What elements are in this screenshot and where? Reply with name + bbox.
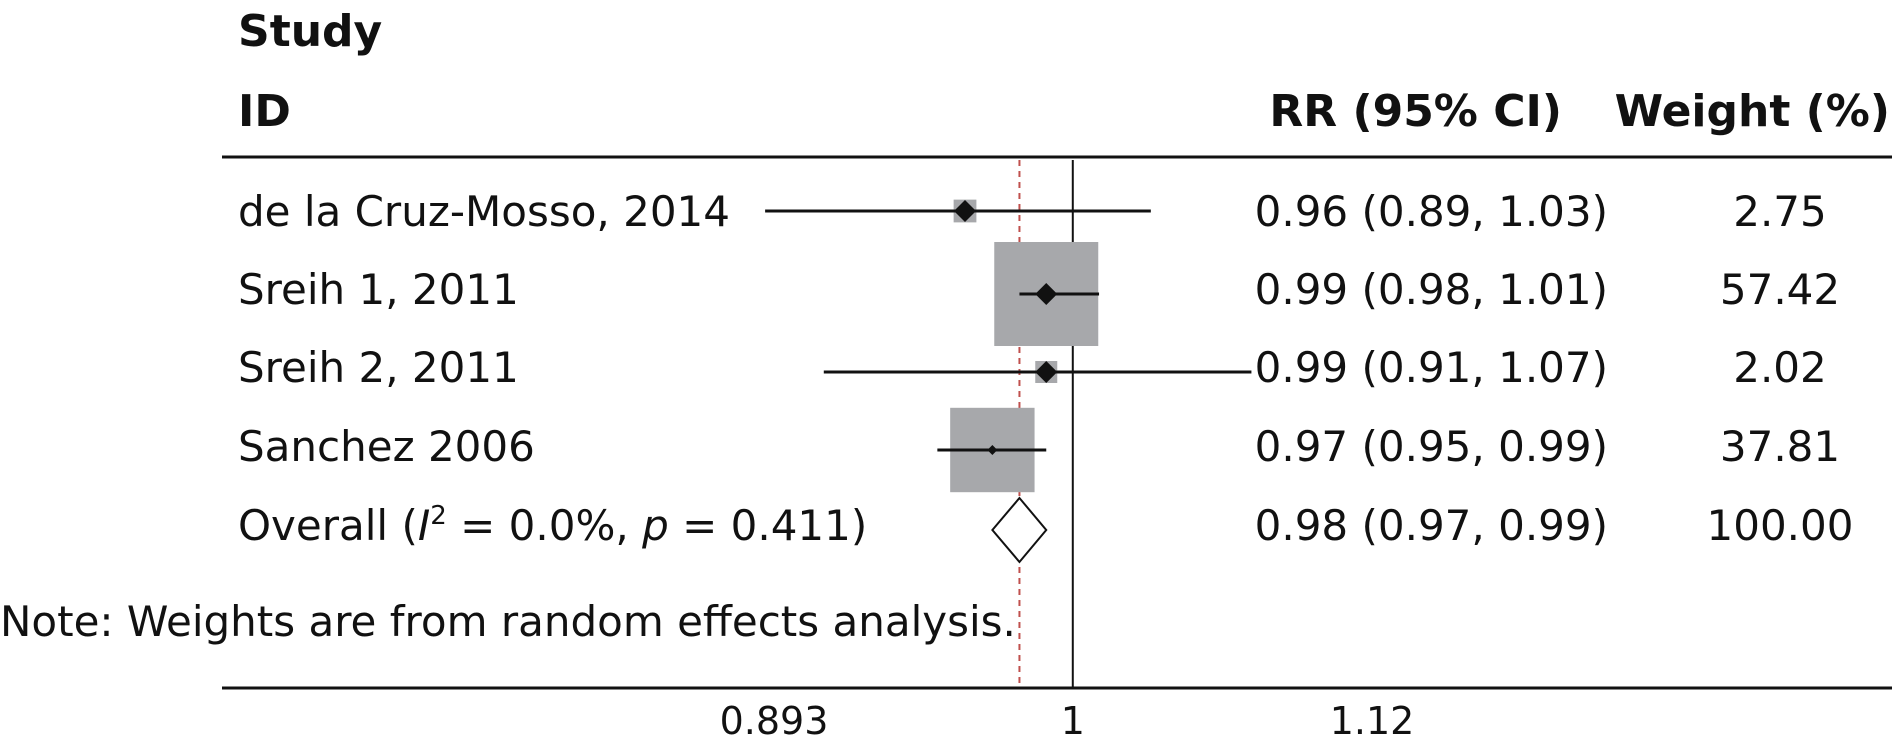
overall-weight-value: 100.00 xyxy=(1707,501,1854,550)
weight-value: 57.42 xyxy=(1720,265,1840,314)
point-estimate xyxy=(987,445,998,455)
header-weight: Weight (%) xyxy=(1615,86,1890,137)
header-rr: RR (95% CI) xyxy=(1269,86,1562,137)
x-tick-label: 0.893 xyxy=(720,699,829,736)
plot-marks xyxy=(765,199,1252,564)
study-label: de la Cruz-Mosso, 2014 xyxy=(238,187,730,236)
header-id: ID xyxy=(238,86,291,137)
rr-ci-value: 0.97 (0.95, 0.99) xyxy=(1255,422,1608,471)
weight-value: 37.81 xyxy=(1720,422,1840,471)
overall-rr-ci-value: 0.98 (0.97, 0.99) xyxy=(1255,501,1608,550)
note-text: Note: Weights are from random effects an… xyxy=(0,597,1016,646)
rr-ci-value: 0.99 (0.98, 1.01) xyxy=(1255,265,1608,314)
rr-ci-value: 0.96 (0.89, 1.03) xyxy=(1255,187,1608,236)
overall-label: Overall (I2 = 0.0%, p = 0.411) xyxy=(238,501,867,550)
study-label: Sreih 2, 2011 xyxy=(238,343,519,392)
header-study: Study xyxy=(238,6,382,57)
weight-value: 2.75 xyxy=(1733,187,1827,236)
study-label: Sanchez 2006 xyxy=(238,422,535,471)
weight-value: 2.02 xyxy=(1733,343,1827,392)
point-estimate xyxy=(1035,361,1058,383)
study-label: Sreih 1, 2011 xyxy=(238,265,519,314)
overall-diamond xyxy=(991,496,1048,564)
point-estimate xyxy=(954,200,977,222)
x-tick-label: 1 xyxy=(1061,699,1085,736)
rr-ci-value: 0.99 (0.91, 1.07) xyxy=(1255,343,1608,392)
point-estimate xyxy=(1035,283,1058,305)
x-tick-label: 1.12 xyxy=(1330,699,1415,736)
